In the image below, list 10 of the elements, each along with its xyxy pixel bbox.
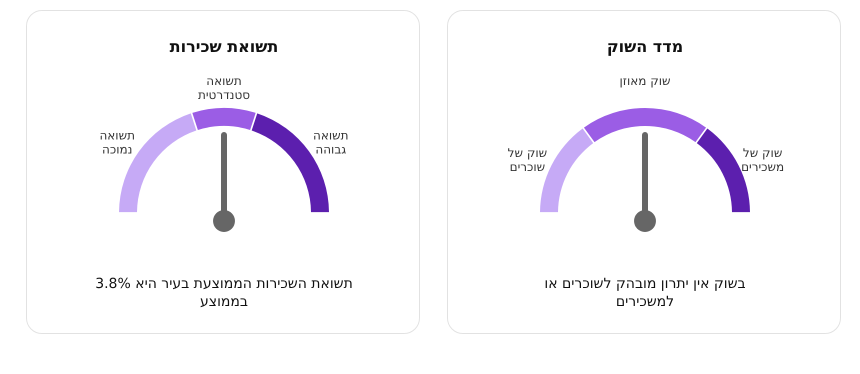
slice-label: תשואה נמוכה xyxy=(99,128,135,156)
text: בשוק אין יתרון מובהק לשוכרים או למשכירים xyxy=(544,276,746,310)
text: תשואת השכירות הממוצעת בעיר היא 3.8% בממוצע xyxy=(95,276,353,310)
chart-title: מדד השוק xyxy=(606,37,684,56)
slice-label: שוק של משכירים xyxy=(741,146,784,174)
slice-label: תשואה גבוהה xyxy=(313,128,349,156)
slice-label: שוק של שוכרים xyxy=(508,146,548,174)
chart-title: תשואת שכירות xyxy=(170,37,278,56)
slice-label: שוק מאוזן xyxy=(620,74,670,88)
slice-label: תשואה סטנדרטית xyxy=(198,74,250,102)
